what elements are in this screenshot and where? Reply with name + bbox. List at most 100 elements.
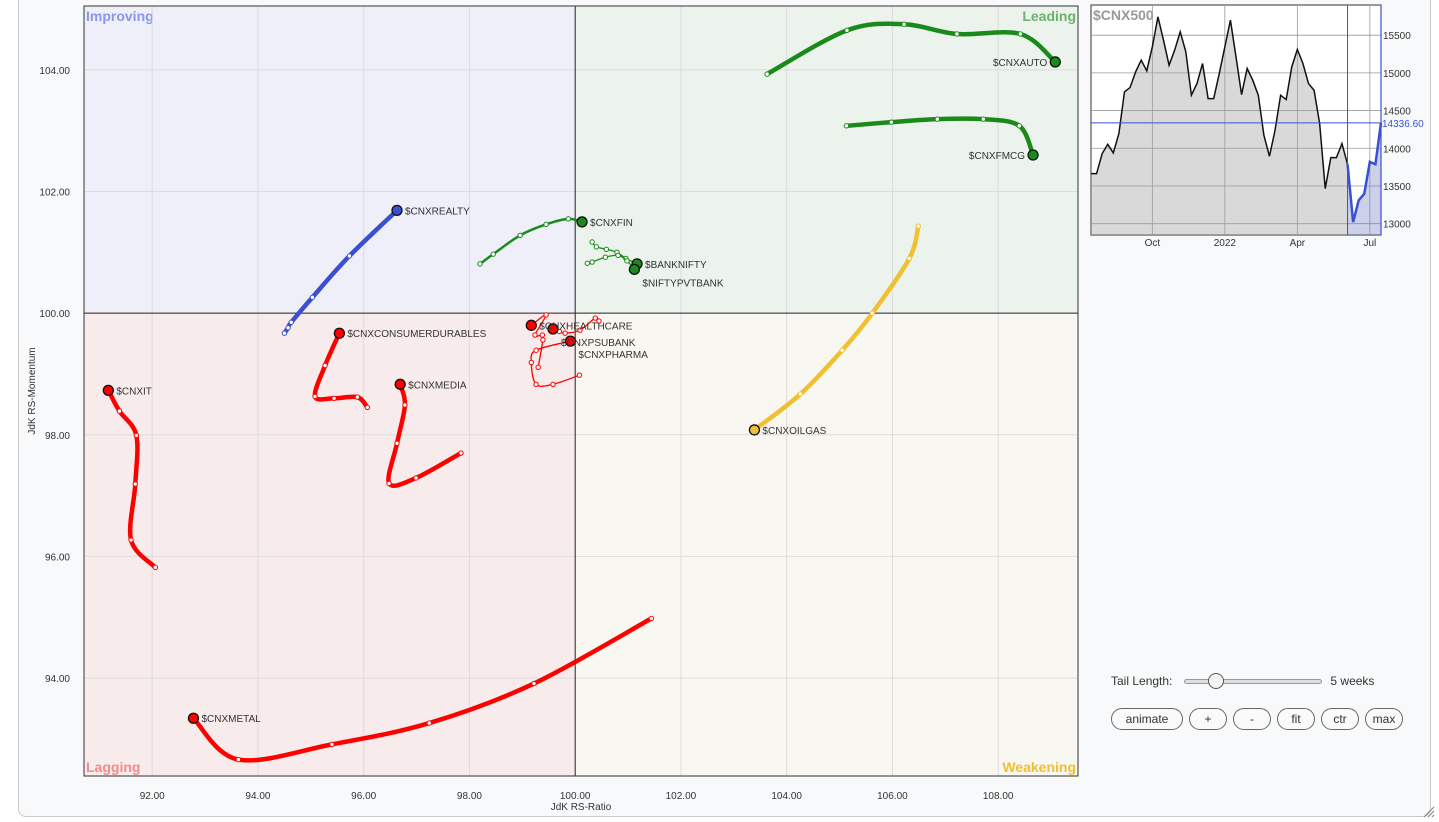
tail-length-label: Tail Length: xyxy=(1111,674,1173,688)
slider-handle[interactable] xyxy=(1207,673,1224,689)
y-tick-label: 104.00 xyxy=(39,66,70,77)
tail-point xyxy=(235,756,242,763)
series-niftypvtbank xyxy=(584,252,641,276)
head-point xyxy=(547,323,559,335)
series-label: $CNXCONSUMERDURABLES xyxy=(347,329,486,340)
tail-point xyxy=(915,223,922,229)
center-button[interactable]: ctr xyxy=(1321,708,1359,730)
tail-point xyxy=(354,394,361,400)
tail-point xyxy=(797,391,804,397)
plot-border xyxy=(83,5,1079,777)
series-cnxit xyxy=(102,384,159,571)
head-point xyxy=(1027,149,1039,161)
tail-line xyxy=(752,223,921,433)
tail-point xyxy=(331,395,337,401)
tail-point xyxy=(540,337,546,343)
x-tick-label: 100.00 xyxy=(560,791,591,802)
series-label: $CNXPSUBANK xyxy=(561,338,636,349)
tail-point xyxy=(288,319,294,325)
benchmark-y-tick: 14500 xyxy=(1383,107,1411,118)
fit-button[interactable]: fit xyxy=(1277,708,1315,730)
series-label: $CNXREALTY xyxy=(405,206,470,217)
benchmark-y-tick: 15000 xyxy=(1383,69,1411,80)
head-point xyxy=(394,378,406,390)
tail-length-value: 5 weeks xyxy=(1330,674,1375,688)
y-tick-label: 98.00 xyxy=(45,431,70,442)
y-tick-label: 96.00 xyxy=(45,552,70,563)
resize-grip-icon[interactable] xyxy=(1421,804,1435,818)
tail-point xyxy=(550,381,556,388)
benchmark-line-highlight xyxy=(1346,122,1383,223)
tail-point xyxy=(426,720,432,726)
controls-panel: Tail Length: 5 weeks animate + - fit ctr… xyxy=(1111,672,1421,730)
tail-point xyxy=(603,246,610,252)
tail-point xyxy=(329,741,335,748)
series-label: $CNXMETAL xyxy=(201,714,261,725)
head-point xyxy=(628,263,641,276)
tail-point xyxy=(533,347,539,353)
benchmark-x-tick: Oct xyxy=(1145,238,1161,249)
x-axis-title: JdK RS-Ratio xyxy=(551,802,612,813)
zoom-in-button[interactable]: + xyxy=(1189,708,1227,730)
x-tick-label: 92.00 xyxy=(140,791,165,802)
y-tick-label: 102.00 xyxy=(39,188,70,199)
tail-point xyxy=(593,244,600,250)
x-tick-label: 98.00 xyxy=(457,791,482,802)
tail-point xyxy=(1016,123,1023,129)
tail-point xyxy=(532,332,538,338)
series-cnxmetal xyxy=(187,615,655,763)
zoom-out-button[interactable]: - xyxy=(1233,708,1271,730)
tail-point xyxy=(535,364,541,370)
tail-point xyxy=(615,252,621,259)
tail-point xyxy=(133,432,140,439)
tail-point xyxy=(584,260,591,266)
series-cnxauto xyxy=(764,21,1061,77)
tail-point xyxy=(402,402,408,408)
quadrant-label-improving: Improving xyxy=(86,8,154,24)
x-tick-label: 102.00 xyxy=(666,791,697,802)
tail-point xyxy=(312,393,318,400)
series-label: $NIFTYPVTBANK xyxy=(642,278,723,289)
benchmark-y-tick: 13000 xyxy=(1383,220,1411,231)
tail-point xyxy=(413,475,419,481)
tail-point xyxy=(132,481,138,487)
x-tick-label: 94.00 xyxy=(245,791,270,802)
tail-point xyxy=(906,255,913,262)
benchmark-x-tick: 2022 xyxy=(1214,238,1237,249)
series-cnxmedia xyxy=(386,378,464,488)
head-point xyxy=(525,319,537,331)
series-label: $CNXAUTO xyxy=(993,58,1047,69)
tail-point xyxy=(576,372,583,378)
tail-point xyxy=(346,253,353,259)
series-cnxfmcg xyxy=(843,116,1039,161)
benchmark-y-tick: 14000 xyxy=(1383,144,1411,155)
x-tick-label: 106.00 xyxy=(877,791,908,802)
tail-point xyxy=(116,408,123,414)
x-tick-label: 96.00 xyxy=(351,791,376,802)
max-button[interactable]: max xyxy=(1365,708,1403,730)
series-cnxpharma xyxy=(528,335,583,388)
benchmark-y-tick: 13500 xyxy=(1383,182,1411,193)
quadrant-improving xyxy=(84,6,576,314)
tail-point xyxy=(394,440,400,447)
tail-length-slider[interactable] xyxy=(1184,672,1323,690)
tail-point xyxy=(934,116,941,122)
tail-point xyxy=(589,239,595,245)
quadrant-label-leading: Leading xyxy=(1022,8,1076,24)
tail-point xyxy=(1017,31,1024,37)
tail-point xyxy=(309,294,316,301)
tail-point xyxy=(596,318,602,324)
button-row: animate + - fit ctr max xyxy=(1111,708,1421,730)
tail-point xyxy=(128,537,134,543)
series-cnxfin xyxy=(477,216,588,267)
benchmark-x-tick: Apr xyxy=(1290,238,1306,249)
head-point xyxy=(748,424,761,436)
head-point xyxy=(102,384,114,397)
y-axis-title: JdK RS-Momentum xyxy=(27,347,38,434)
tail-point xyxy=(528,359,534,366)
tail-point xyxy=(531,680,537,687)
tail-point xyxy=(869,310,876,316)
tail-point xyxy=(648,615,655,622)
animate-button[interactable]: animate xyxy=(1111,708,1183,730)
